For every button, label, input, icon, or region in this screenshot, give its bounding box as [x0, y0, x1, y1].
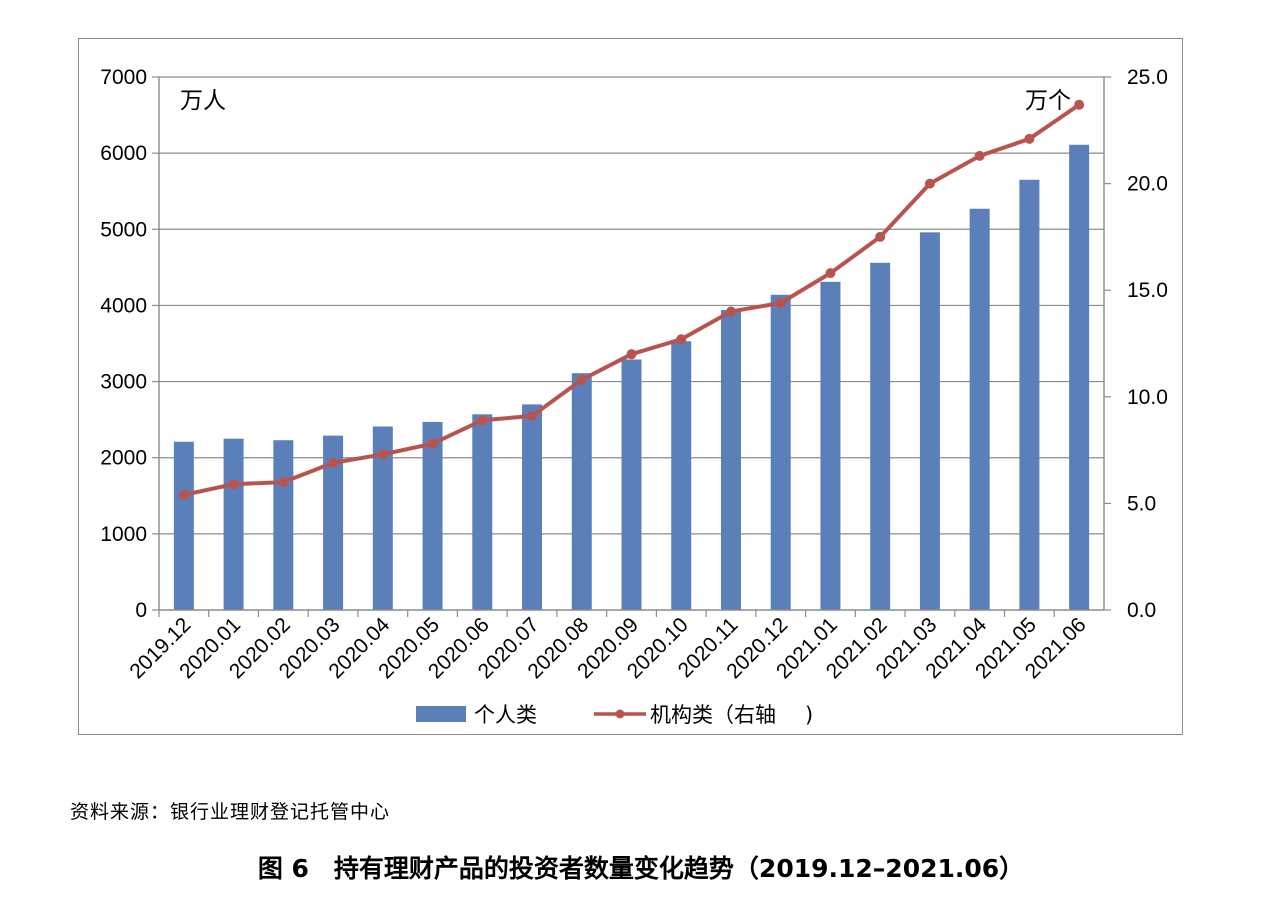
legend: 个人类 机构类（右轴 ) [416, 703, 813, 727]
bar-2021.04 [969, 208, 990, 610]
line-point-2019.12 [178, 489, 189, 500]
legend-swatch-individual [416, 706, 466, 722]
right-tick-label: 5.0 [1127, 492, 1156, 515]
line-point-2020.12 [775, 297, 786, 308]
line-point-2021.06 [1074, 99, 1085, 110]
left-tick-label: 4000 [100, 294, 147, 317]
line-point-2020.09 [626, 349, 637, 360]
line-point-2020.10 [676, 334, 687, 345]
bar-2020.08 [571, 373, 592, 610]
bar-2020.06 [472, 414, 493, 610]
bar-series [173, 144, 1090, 611]
line-point-2021.04 [974, 150, 985, 161]
legend-label-individual: 个人类 [474, 703, 537, 727]
bar-2020.09 [621, 359, 642, 610]
bar-2020.02 [273, 440, 294, 610]
left-tick-label: 1000 [100, 523, 147, 546]
left-tick-label: 5000 [100, 218, 147, 241]
bar-2021.06 [1069, 144, 1090, 610]
line-point-2021.03 [924, 178, 935, 189]
bar-2021.03 [919, 232, 940, 610]
left-tick-label: 2000 [100, 447, 147, 470]
legend-label-institution: 机构类（右轴 [650, 703, 776, 727]
right-tick-label: 20.0 [1127, 173, 1168, 196]
line-point-2020.05 [427, 438, 438, 449]
bar-2021.02 [870, 262, 891, 610]
left-tick-label: 0 [135, 599, 147, 622]
source-note: 资料来源：银行业理财登记托管中心 [70, 801, 391, 823]
bar-2020.07 [522, 404, 543, 610]
left-tick-label: 6000 [100, 142, 147, 165]
line-point-2020.07 [527, 410, 538, 421]
line-point-2020.08 [576, 374, 587, 385]
right-tick-label: 10.0 [1127, 386, 1168, 409]
line-point-2021.05 [1024, 133, 1035, 144]
bar-2020.01 [223, 438, 244, 610]
right-tick-label: 25.0 [1127, 66, 1168, 89]
legend-marker-institution [615, 709, 625, 719]
line-point-2020.03 [328, 457, 339, 468]
bar-2020.10 [671, 341, 692, 610]
bar-2019.12 [173, 441, 194, 610]
line-point-2020.11 [725, 306, 736, 317]
right-tick-label: 0.0 [1127, 599, 1156, 622]
line-series [178, 99, 1085, 500]
figure-caption: 图 6 持有理财产品的投资者数量变化趋势（2019.12–2021.06） [257, 854, 1025, 883]
bar-2021.05 [1019, 179, 1040, 611]
bar-2020.03 [323, 435, 344, 610]
line-point-2021.01 [825, 268, 836, 279]
axes [152, 76, 1111, 617]
line-point-2021.02 [875, 231, 886, 242]
grid-lines [159, 76, 1104, 535]
bar-2021.01 [820, 281, 841, 610]
right-tick-label: 15.0 [1127, 279, 1168, 302]
bar-2020.12 [770, 294, 791, 610]
line-point-2020.06 [477, 415, 488, 426]
chart-frame [78, 38, 1183, 735]
left-axis-unit: 万人 [180, 88, 226, 114]
bar-2020.11 [720, 309, 741, 610]
bar-2020.05 [422, 421, 443, 610]
legend-label-institution-close: ) [805, 703, 813, 727]
left-tick-label: 7000 [100, 66, 147, 89]
line-point-2020.01 [228, 479, 239, 490]
left-tick-label: 3000 [100, 371, 147, 394]
bar-2020.04 [372, 426, 393, 610]
line-point-2020.02 [278, 477, 289, 488]
line-point-2020.04 [377, 449, 388, 460]
right-axis-unit: 万个 [1025, 88, 1071, 114]
